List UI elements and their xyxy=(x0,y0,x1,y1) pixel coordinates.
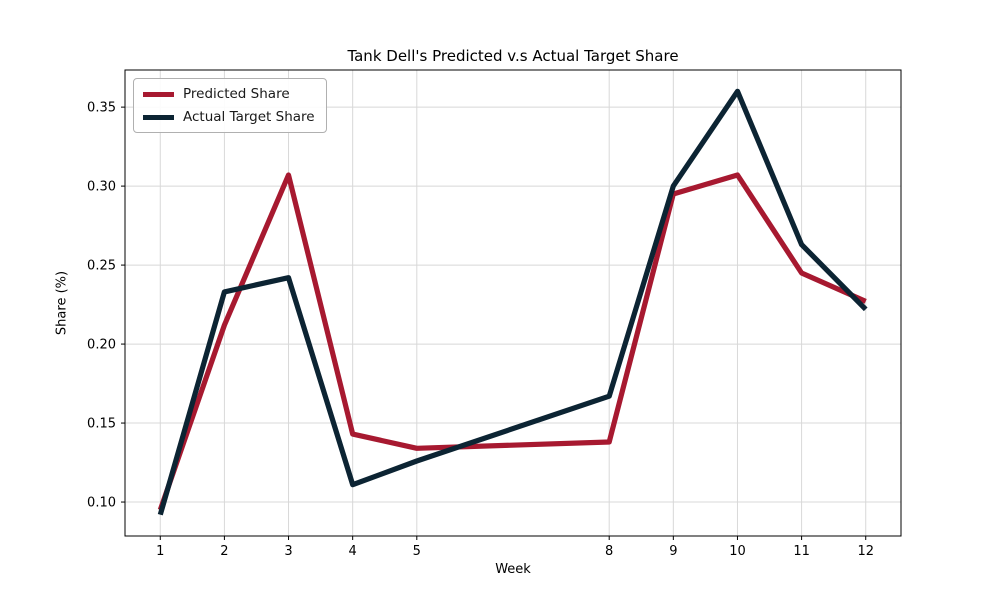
legend-swatch-actual-icon xyxy=(143,114,174,120)
series-line-actual xyxy=(157,88,868,516)
legend-label-actual: Actual Target Share xyxy=(183,109,315,125)
y-tick-label: 0.15 xyxy=(87,417,116,432)
x-tick-label: 3 xyxy=(284,544,292,559)
x-tick-label: 4 xyxy=(349,544,357,559)
legend-entry-actual: Actual Target Share xyxy=(143,109,315,125)
x-tick-label: 12 xyxy=(857,544,874,559)
y-tick-label: 0.20 xyxy=(87,338,116,353)
x-tick-label: 2 xyxy=(220,544,228,559)
chart-title: Tank Dell's Predicted v.s Actual Target … xyxy=(347,47,679,65)
x-tick-label: 10 xyxy=(729,544,746,559)
x-tick-label: 8 xyxy=(605,544,613,559)
x-axis-label: Week xyxy=(495,562,531,577)
legend: Predicted Share Actual Target Share xyxy=(133,78,327,133)
x-tick-label: 1 xyxy=(156,544,164,559)
y-tick-label: 0.30 xyxy=(87,180,116,195)
y-tick-label: 0.35 xyxy=(87,101,116,116)
plot-border xyxy=(124,69,902,537)
x-tick-label: 11 xyxy=(793,544,810,559)
legend-label-predicted: Predicted Share xyxy=(183,86,290,102)
x-tick-label: 5 xyxy=(413,544,421,559)
y-tick-label: 0.10 xyxy=(87,496,116,511)
y-tick-label: 0.25 xyxy=(87,259,116,274)
legend-swatch-predicted-icon xyxy=(143,91,174,97)
series-line-predicted xyxy=(157,172,867,511)
x-tick-label: 9 xyxy=(669,544,677,559)
legend-entry-predicted: Predicted Share xyxy=(143,86,315,102)
